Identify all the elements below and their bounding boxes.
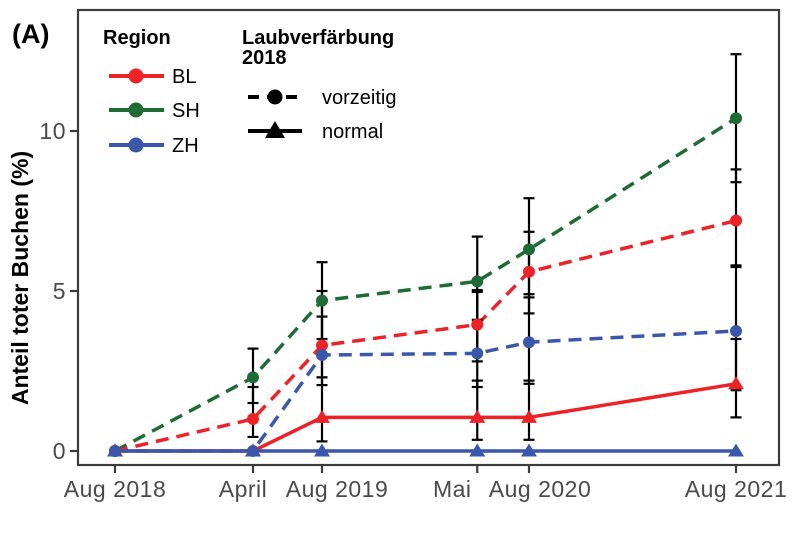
x-tick-label: Aug 2019 xyxy=(286,476,388,502)
y-tick-label: 10 xyxy=(39,118,66,144)
axes-layer: Aug 2018 April Aug 2019 Mai Aug 2020 Aug 2021… xyxy=(39,118,787,502)
legend-label-bl: BL xyxy=(172,66,196,88)
legend-laub-title-line2: 2018 xyxy=(242,47,287,69)
panel-label: (A) xyxy=(12,19,49,49)
error-bar-BL-normal-2 xyxy=(316,376,328,443)
x-tick-label: Aug 2021 xyxy=(685,476,787,502)
marker-triangle-ZH-normal-4 xyxy=(521,443,537,457)
legend-key-circle-bl xyxy=(128,68,144,84)
legend-item-bl: BL xyxy=(109,66,196,88)
marker-triangle-ZH-normal-5 xyxy=(728,443,744,457)
legend-laub-title-line1: Laubverfärbung xyxy=(242,27,394,49)
legend-label-vorzeitig: vorzeitig xyxy=(322,87,396,109)
legend-item-vorzeitig: vorzeitig xyxy=(248,87,396,109)
legend-key-circle-black xyxy=(267,89,283,105)
marker-circle-ZH-vorzeitig-4 xyxy=(523,336,535,349)
marker-triangle-ZH-normal-0 xyxy=(107,443,123,457)
marker-circle-SH-vorzeitig-5 xyxy=(730,112,742,125)
legend-item-sh: SH xyxy=(109,100,200,122)
y-axis-title: Anteil toter Buchen (%) xyxy=(7,151,33,405)
legend-label-sh: SH xyxy=(172,100,200,122)
marker-triangle-BL-normal-3 xyxy=(469,409,486,423)
marker-circle-BL-vorzeitig-4 xyxy=(523,265,535,278)
legend-item-zh: ZH xyxy=(109,135,199,157)
marker-circle-ZH-vorzeitig-3 xyxy=(471,347,484,360)
legend-label-zh: ZH xyxy=(172,135,199,157)
marker-triangle-ZH-normal-1 xyxy=(245,443,261,457)
marker-triangle-BL-normal-5 xyxy=(728,376,744,390)
marker-circle-BL-vorzeitig-3 xyxy=(471,318,484,331)
legend-laub: Laubverfärbung 2018 vorzeitig normal xyxy=(242,27,396,143)
x-tick-label: Aug 2018 xyxy=(64,476,166,502)
marker-triangle-ZH-normal-3 xyxy=(469,443,486,457)
marker-triangle-ZH-normal-2 xyxy=(314,443,330,457)
error-bar-BL-vorzeitig-1 xyxy=(247,385,259,439)
series-line-SH-vorzeitig xyxy=(114,116,737,453)
y-tick-label: 0 xyxy=(53,438,66,464)
marker-circle-ZH-vorzeitig-5 xyxy=(730,325,742,337)
marker-circle-BL-vorzeitig-1 xyxy=(247,413,259,425)
legend-key-triangle-icon xyxy=(265,121,285,138)
legend-item-normal: normal xyxy=(248,121,383,143)
x-tick-label: Aug 2020 xyxy=(489,476,591,502)
x-tick-label: April xyxy=(219,476,268,502)
legend-region: Region BL SH ZH xyxy=(103,27,200,157)
series-line-BL-vorzeitig xyxy=(114,218,737,453)
legend-region-title: Region xyxy=(103,27,171,49)
marker-circle-SH-vorzeitig-1 xyxy=(247,371,259,384)
legend-key-circle-zh xyxy=(128,137,144,153)
marker-circle-SH-vorzeitig-2 xyxy=(316,294,328,307)
marker-circle-BL-vorzeitig-5 xyxy=(730,214,742,227)
marker-triangle-BL-normal-2 xyxy=(314,409,330,423)
legend-key-circle-sh xyxy=(128,102,144,118)
series-layer xyxy=(107,53,744,457)
marker-circle-SH-vorzeitig-3 xyxy=(471,275,484,288)
marker-circle-SH-vorzeitig-4 xyxy=(523,243,535,256)
legend-label-normal: normal xyxy=(322,121,383,143)
y-tick-label: 5 xyxy=(53,278,66,304)
marker-circle-BL-vorzeitig-2 xyxy=(316,339,328,352)
x-tick-label: Mai xyxy=(433,476,472,502)
marker-circle-ZH-vorzeitig-2 xyxy=(316,349,328,361)
marker-triangle-BL-normal-4 xyxy=(521,409,537,423)
